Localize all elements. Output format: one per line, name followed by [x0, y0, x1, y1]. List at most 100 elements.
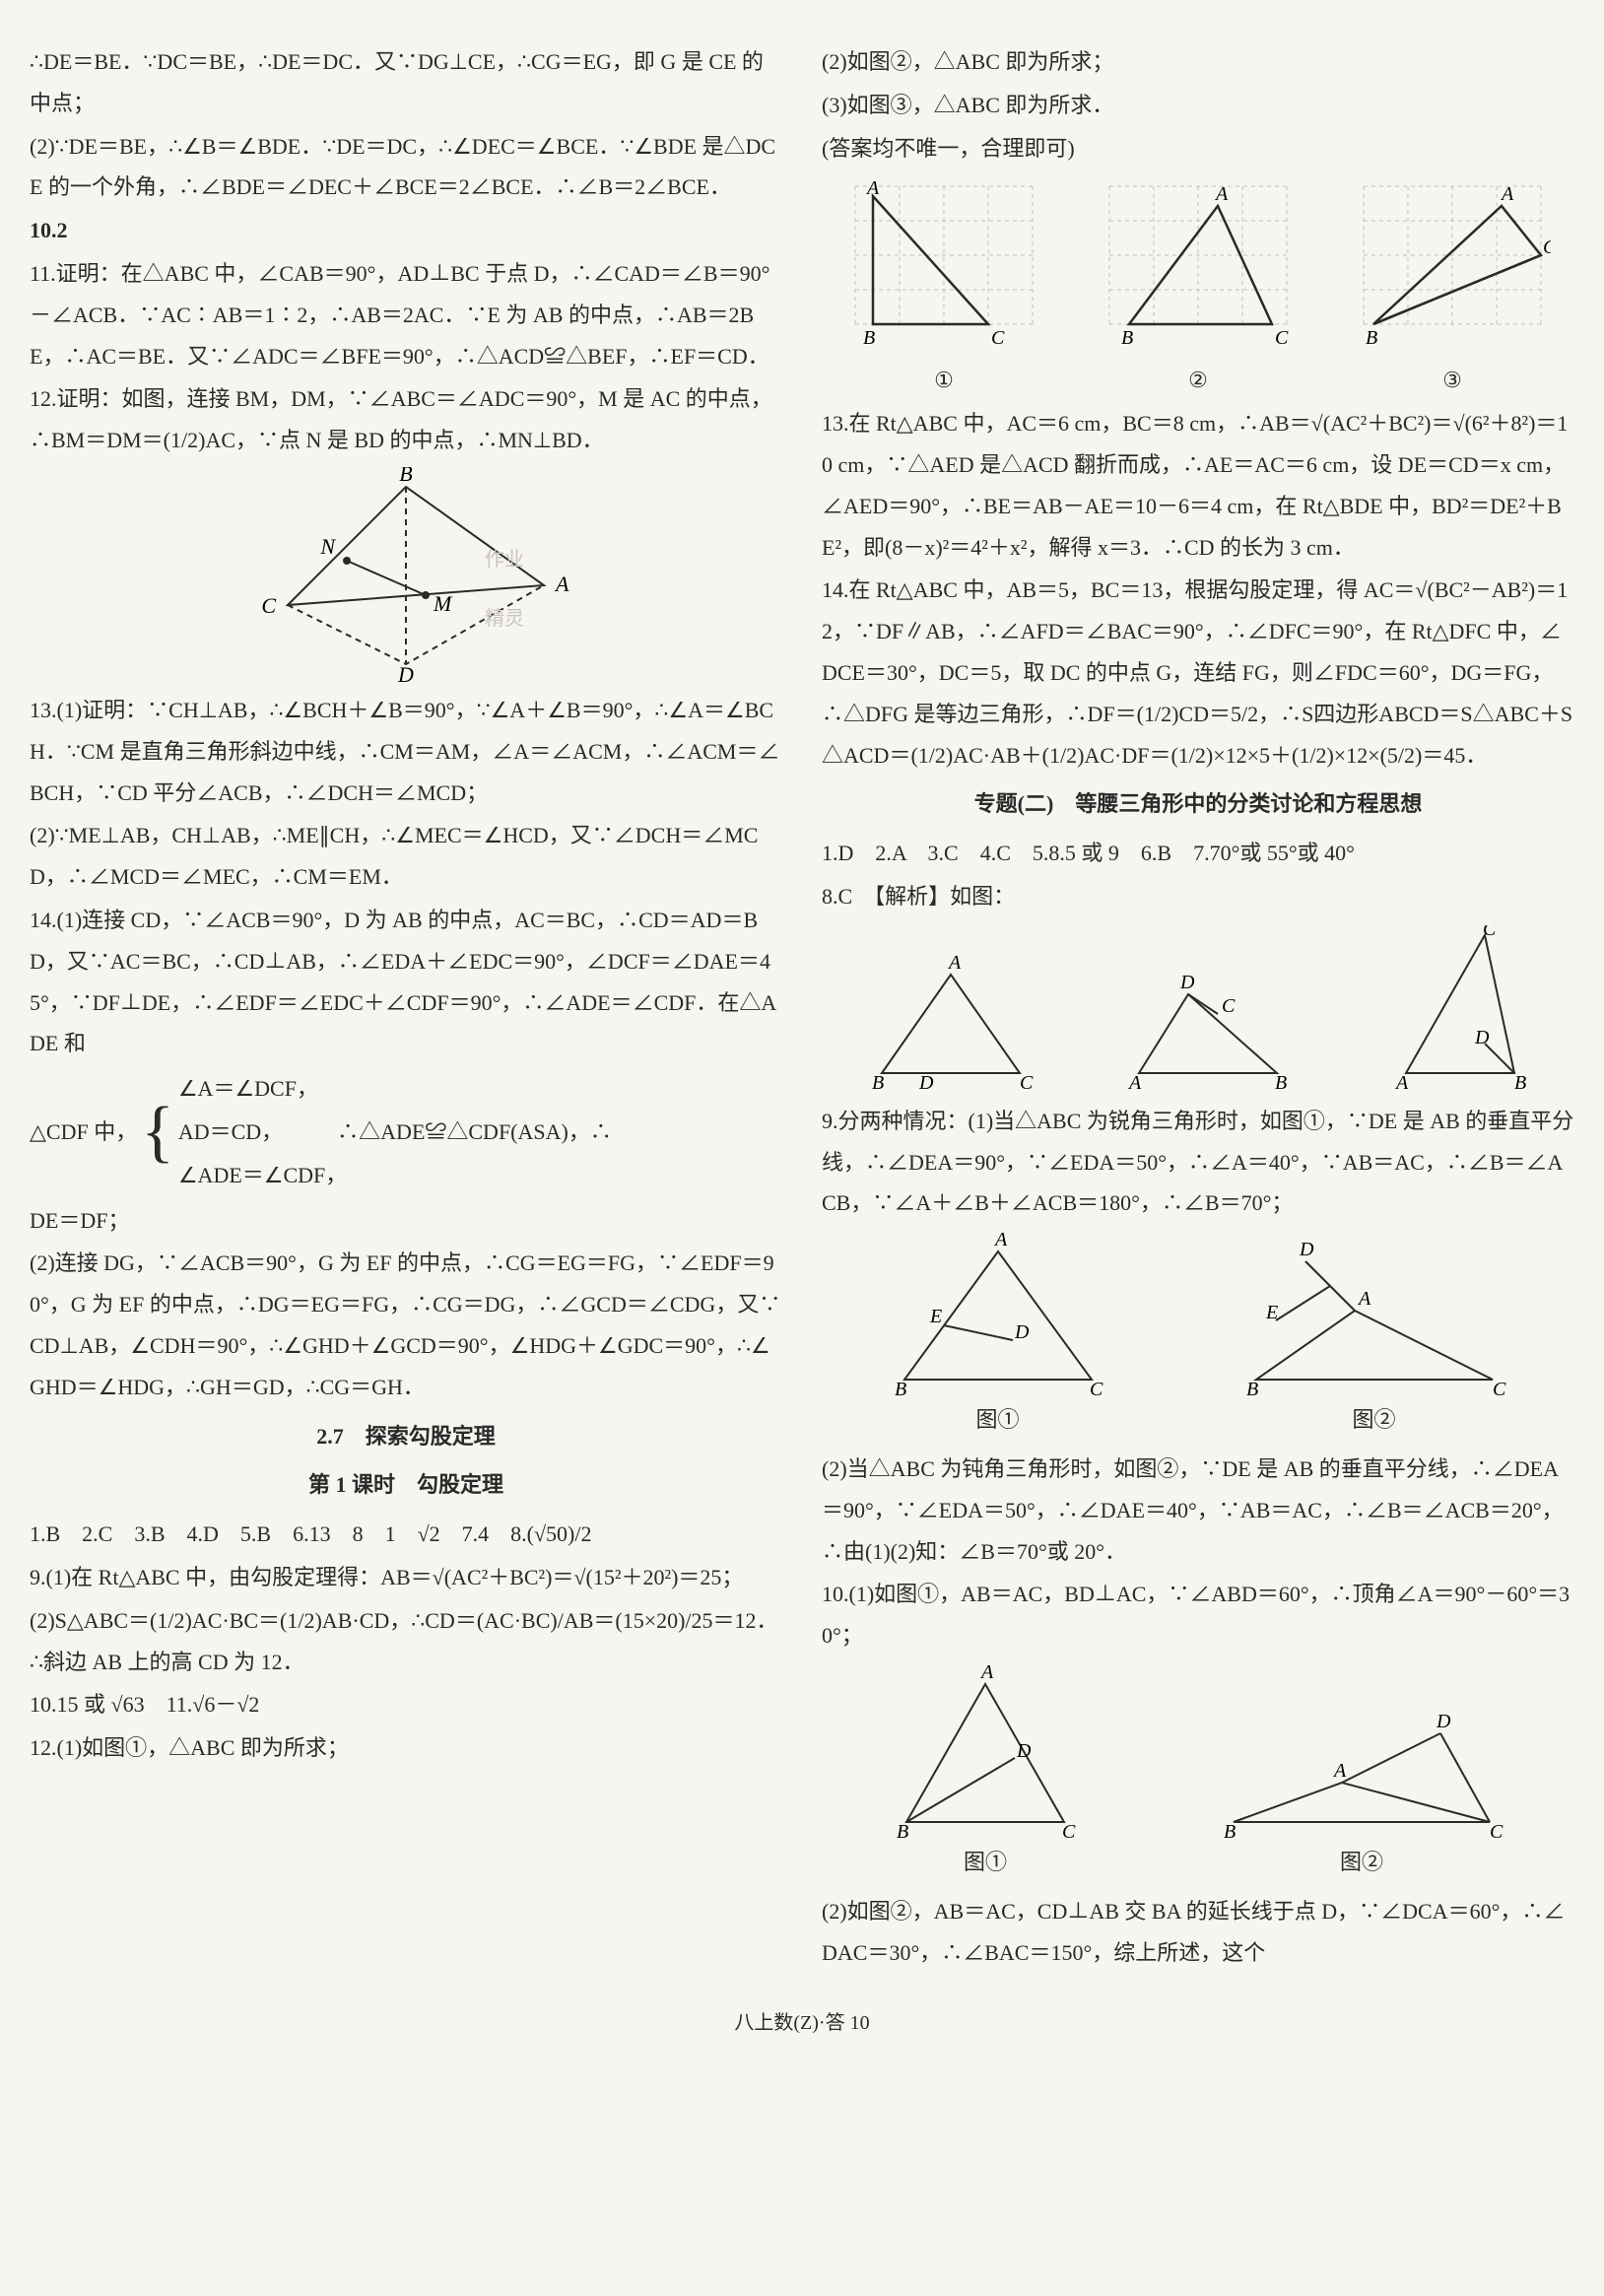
svg-text:D: D	[1179, 972, 1195, 993]
label-D: D	[397, 662, 414, 684]
label-A: A	[554, 572, 569, 596]
svg-text:A: A	[1357, 1288, 1371, 1310]
svg-text:B: B	[1224, 1821, 1236, 1842]
svg-text:A: A	[947, 955, 962, 974]
svg-text:D: D	[1014, 1321, 1030, 1343]
svg-text:D: D	[1436, 1711, 1451, 1732]
grid-figure-1-icon: A B C	[845, 176, 1042, 354]
proof-12b: 12.(1)如图①，△ABC 即为所求；	[30, 1727, 782, 1769]
left-column: ∴DE＝BE．∵DC＝BE，∴DE＝DC．又∵DG⊥CE，∴CG＝EG，即 G …	[30, 39, 782, 1975]
svg-text:B: B	[1275, 1072, 1287, 1093]
brace-icon: {	[141, 1098, 174, 1167]
proof-11: 11.证明：在△ABC 中，∠CAB＝90°，AD⊥BC 于点 D，∴∠CAD＝…	[30, 253, 782, 376]
caption-3: ③	[1330, 360, 1574, 401]
svg-text:A: A	[1332, 1760, 1347, 1782]
page: ∴DE＝BE．∵DC＝BE，∴DE＝DC．又∵DG⊥CE，∴CG＝EG，即 G …	[30, 39, 1574, 1975]
proof-12: 12.证明：如图，连接 BM，DM，∵∠ABC＝∠ADC＝90°，M 是 AC …	[30, 378, 782, 461]
answers-row: 1.B 2.C 3.B 4.D 5.B 6.13 8 1 √2 7.4 8.(√…	[30, 1514, 782, 1555]
section-2-7-title: 2.7 探索勾股定理	[30, 1416, 782, 1457]
svg-text:B: B	[895, 1379, 906, 1399]
svg-text:C: C	[1222, 995, 1236, 1017]
svg-text:A: A	[1394, 1072, 1409, 1093]
svg-text:C: C	[1062, 1821, 1076, 1842]
figure-10-row: A D B C 图① D A B C	[822, 1664, 1574, 1883]
caption-2: ②	[1076, 360, 1320, 401]
triangle-1-icon: A B D C	[862, 955, 1039, 1093]
svg-text:A: A	[865, 177, 880, 199]
svg-text:D: D	[1016, 1740, 1032, 1762]
fig10-1-icon: A D B C	[887, 1664, 1084, 1842]
proof-13r: 13.在 Rt△ABC 中，AC＝6 cm，BC＝8 cm，∴AB＝√(AC²＋…	[822, 403, 1574, 568]
text: ∴DE＝BE．∵DC＝BE，∴DE＝DC．又∵DG⊥CE，∴CG＝EG，即 G …	[30, 41, 782, 124]
figure-9-row: A E D B C 图① D E A	[822, 1232, 1574, 1441]
triangle-2-icon: A B D C	[1119, 955, 1297, 1093]
svg-text:A: A	[993, 1232, 1008, 1250]
fig9-2-icon: D E A B C	[1236, 1232, 1512, 1399]
answers-10-11: 10.15 或 √63 11.√6－√2	[30, 1684, 782, 1725]
text: AD＝CD， ∴△ADE≌△CDF(ASA)，∴	[178, 1112, 612, 1153]
text: DE＝DF；	[30, 1200, 782, 1242]
text: ∠A＝∠DCF，	[178, 1068, 612, 1110]
svg-text:C: C	[1020, 1072, 1034, 1093]
triangle-3-icon: C A B D	[1376, 925, 1534, 1093]
svg-text:B: B	[863, 327, 875, 349]
svg-text:C: C	[1493, 1379, 1506, 1399]
page-footer: 八上数(Z)·答 10	[30, 2004, 1574, 2042]
proof-14-2: (2)连接 DG，∵∠ACB＝90°，G 为 EF 的中点，∴CG＝EG＝FG，…	[30, 1243, 782, 1407]
figure-8-row: A B D C A B D C C A B D	[822, 925, 1574, 1093]
answers-row-2: 1.D 2.A 3.C 4.C 5.8.5 或 9 6.B 7.70°或 55°…	[822, 833, 1574, 874]
svg-text:C: C	[1543, 236, 1551, 258]
fig9-1-icon: A E D B C	[885, 1232, 1111, 1399]
text: (答案均不唯一，合理即可)	[822, 128, 1574, 169]
svg-text:C: C	[991, 327, 1005, 349]
text: (2)∵DE＝BE，∴∠B＝∠BDE．∵DE＝DC，∴∠DEC＝∠BCE．∵∠B…	[30, 126, 782, 209]
svg-text:B: B	[1366, 327, 1377, 349]
proof-10rb: (2)如图②，AB＝AC，CD⊥AB 交 BA 的延长线于点 D，∵∠DCA＝6…	[822, 1891, 1574, 1974]
svg-text:B: B	[897, 1821, 908, 1842]
label-B: B	[399, 467, 412, 486]
proof-10r: 10.(1)如图①，AB＝AC，BD⊥AC，∵∠ABD＝60°，∴顶角∠A＝90…	[822, 1574, 1574, 1656]
proof-9a: 9.(1)在 Rt△ABC 中，由勾股定理得：AB＝√(AC²＋BC²)＝√(1…	[30, 1557, 782, 1598]
label-N: N	[319, 534, 336, 559]
grid-figure-3-icon: A B C	[1354, 176, 1551, 354]
text: ∠ADE＝∠CDF，	[178, 1155, 612, 1196]
proof-13b: (2)∵ME⊥AB，CH⊥AB，∴ME∥CH，∴∠MEC＝∠HCD，又∵∠DCH…	[30, 815, 782, 898]
figure-12-icon: B N A C M D 作业 精灵	[229, 467, 583, 684]
svg-text:D: D	[1474, 1027, 1490, 1048]
text: (3)如图③，△ABC 即为所求．	[822, 85, 1574, 126]
proof-9b: (2)S△ABC＝(1/2)AC·BC＝(1/2)AB·CD，∴CD＝(AC·B…	[30, 1600, 782, 1683]
svg-text:E: E	[1265, 1302, 1278, 1323]
proof-9r: 9.分两种情况：(1)当△ABC 为锐角三角形时，如图①，∵DE 是 AB 的垂…	[822, 1101, 1574, 1224]
topic-2-title: 专题(二) 等腰三角形中的分类讨论和方程思想	[822, 783, 1574, 825]
svg-text:D: D	[918, 1072, 934, 1093]
caption-1: ①	[822, 360, 1066, 401]
label-C: C	[261, 593, 276, 618]
proof-14: 14.(1)连接 CD，∵∠ACB＝90°，D 为 AB 的中点，AC＝BC，∴…	[30, 900, 782, 1064]
watermark: 作业	[485, 548, 524, 571]
section-2-7-subtitle: 第 1 课时 勾股定理	[30, 1464, 782, 1506]
svg-text:D: D	[1299, 1239, 1314, 1260]
text: (2)如图②，△ABC 即为所求；	[822, 41, 1574, 83]
watermark: 精灵	[485, 607, 524, 630]
svg-text:C: C	[1275, 327, 1289, 349]
svg-text:C: C	[1483, 925, 1497, 940]
svg-text:A: A	[1214, 183, 1229, 205]
svg-text:C: C	[1490, 1821, 1504, 1842]
caption: 图①	[883, 1842, 1088, 1883]
svg-text:A: A	[1500, 183, 1514, 205]
proof-13: 13.(1)证明：∵CH⊥AB，∴∠BCH＋∠B＝90°，∵∠A＋∠B＝90°，…	[30, 690, 782, 813]
svg-text:B: B	[1121, 327, 1133, 349]
text: △CDF 中，	[30, 1112, 137, 1153]
right-column: (2)如图②，△ABC 即为所求； (3)如图③，△ABC 即为所求． (答案均…	[822, 39, 1574, 1975]
svg-text:C: C	[1090, 1379, 1103, 1399]
svg-text:B: B	[1514, 1072, 1526, 1093]
caption: 图①	[881, 1399, 1115, 1441]
proof-14r: 14.在 Rt△ABC 中，AB＝5，BC＝13，根据勾股定理，得 AC＝√(B…	[822, 570, 1574, 776]
grid-figure-2-icon: A B C	[1100, 176, 1297, 354]
q8: 8.C 【解析】如图：	[822, 876, 1574, 917]
svg-text:A: A	[979, 1664, 994, 1683]
figure-row-grids: A B C ① A B C	[822, 170, 1574, 401]
label-M: M	[433, 591, 453, 616]
svg-text:B: B	[1246, 1379, 1258, 1399]
svg-text:A: A	[1127, 1072, 1142, 1093]
